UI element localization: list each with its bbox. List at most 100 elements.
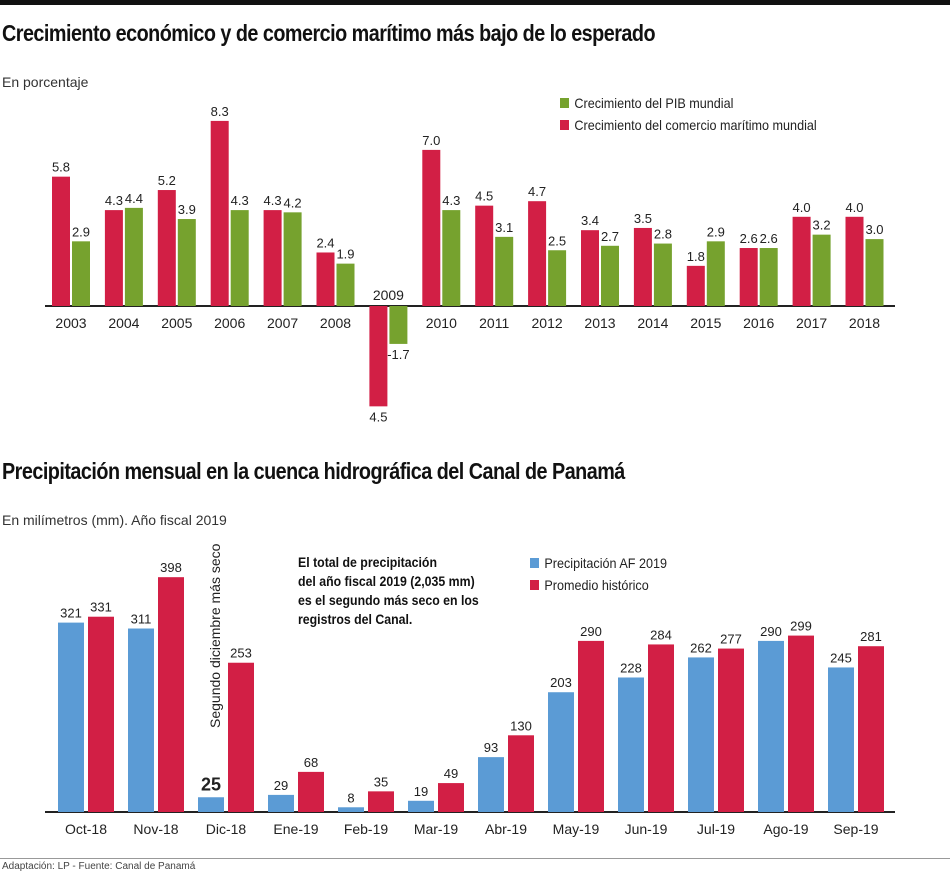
chart1-data-label: 7.0 bbox=[422, 133, 440, 148]
chart1-bar-gdp bbox=[865, 239, 884, 306]
chart1-data-label: 2.5 bbox=[548, 233, 566, 248]
chart2-x-tick: Ene-19 bbox=[273, 821, 318, 837]
chart1-x-tick: 2013 bbox=[584, 315, 615, 331]
chart2-data-label: 290 bbox=[760, 624, 782, 639]
chart1-data-label: 4.7 bbox=[528, 184, 546, 199]
chart1-bar-gdp bbox=[812, 234, 831, 306]
chart1-bar-trade bbox=[633, 227, 652, 306]
chart1-bar-trade bbox=[581, 230, 599, 306]
chart2-note: El total de precipitación del año fiscal… bbox=[298, 553, 479, 629]
chart1-x-tick: 2006 bbox=[214, 315, 245, 331]
chart1-bar-trade bbox=[845, 216, 864, 306]
legend-swatch bbox=[560, 98, 569, 108]
chart2-data-label: 25 bbox=[201, 774, 221, 794]
legend-item-trade: Crecimiento del comercio marítimo mundia… bbox=[560, 114, 817, 136]
chart2-data-label: 68 bbox=[304, 755, 318, 770]
chart1-bar-trade bbox=[422, 149, 441, 306]
chart1-legend: Crecimiento del PIB mundial Crecimiento … bbox=[560, 92, 817, 136]
chart2-data-label: 203 bbox=[550, 675, 572, 690]
note-line: es el segundo más seco en los bbox=[298, 592, 479, 608]
chart1-bar-trade bbox=[316, 252, 335, 306]
footer-source: Adaptación: LP - Fuente: Canal de Panamá bbox=[2, 861, 196, 872]
chart1-data-label: 4.5 bbox=[475, 189, 493, 204]
chart1-bar-gdp bbox=[495, 236, 514, 306]
chart2-x-tick: Mar-19 bbox=[414, 821, 459, 837]
chart1-x-tick: 2003 bbox=[55, 315, 86, 331]
chart1-bar-gdp bbox=[177, 219, 196, 306]
note-line: registros del Canal. bbox=[298, 611, 413, 627]
chart2-bar-precip bbox=[758, 640, 784, 812]
legend-label: Precipitación AF 2019 bbox=[544, 555, 667, 571]
chart2-data-label: 253 bbox=[230, 646, 252, 661]
chart1-data-label: 3.2 bbox=[813, 218, 831, 233]
chart2-x-tick: Jul-19 bbox=[697, 821, 735, 837]
chart1-bar-trade bbox=[369, 306, 388, 407]
chart1-bar-trade bbox=[475, 205, 494, 306]
chart2-bar-average bbox=[648, 644, 674, 812]
chart1-data-label: 2.9 bbox=[72, 224, 90, 239]
chart1-data-label: 4.5 bbox=[369, 409, 387, 424]
chart1-data-label: 8.3 bbox=[211, 104, 229, 119]
note-line: del año fiscal 2019 (2,035 mm) bbox=[298, 573, 475, 589]
chart2-data-label: 321 bbox=[60, 606, 82, 621]
chart1-data-label: 1.8 bbox=[687, 249, 705, 264]
chart1-x-tick: 2018 bbox=[849, 315, 880, 331]
chart1-bar-trade bbox=[739, 248, 758, 306]
chart1-bar-gdp bbox=[759, 248, 778, 306]
chart2-data-label: 290 bbox=[580, 624, 602, 639]
chart2-bar-average bbox=[438, 783, 464, 812]
chart2-x-tick: Nov-18 bbox=[133, 821, 178, 837]
chart2-data-label: 281 bbox=[860, 629, 882, 644]
chart2-legend: Precipitación AF 2019 Promedio histórico bbox=[530, 552, 667, 596]
legend-item-gdp: Crecimiento del PIB mundial bbox=[560, 92, 817, 114]
chart2-data-label: 277 bbox=[720, 632, 742, 647]
chart1-bar-gdp bbox=[601, 245, 619, 306]
legend-swatch bbox=[530, 558, 539, 568]
chart1-data-label: 2.8 bbox=[654, 227, 672, 242]
chart1-bar-gdp bbox=[706, 241, 725, 306]
chart1-data-label: 5.8 bbox=[52, 160, 70, 175]
note-line: El total de precipitación bbox=[298, 554, 437, 570]
legend-label: Crecimiento del comercio marítimo mundia… bbox=[574, 117, 817, 133]
chart1-data-label: 2.4 bbox=[316, 235, 334, 250]
chart2-data-label: 299 bbox=[790, 619, 812, 634]
chart1-bar-gdp bbox=[283, 212, 302, 306]
legend-swatch bbox=[560, 120, 569, 130]
chart1-data-label: 4.2 bbox=[284, 195, 302, 210]
chart1-x-tick: 2016 bbox=[743, 315, 774, 331]
chart2-data-label: 262 bbox=[690, 640, 712, 655]
chart2-data-label: 130 bbox=[510, 718, 532, 733]
chart1-x-tick: 2008 bbox=[320, 315, 351, 331]
chart1-data-label: 4.0 bbox=[793, 200, 811, 215]
chart2-data-label: 19 bbox=[414, 784, 428, 799]
chart2-subtitle: En milímetros (mm). Año fiscal 2019 bbox=[2, 512, 227, 528]
chart1-data-label: 4.3 bbox=[442, 193, 460, 208]
chart2-title: Precipitación mensual en la cuenca hidro… bbox=[2, 458, 625, 484]
chart2-data-label: 49 bbox=[444, 766, 458, 781]
legend-label: Promedio histórico bbox=[544, 577, 649, 593]
chart2-bar-average bbox=[858, 646, 884, 812]
chart1-x-tick: 2007 bbox=[267, 315, 298, 331]
chart2-x-tick: Oct-18 bbox=[65, 821, 107, 837]
chart1-data-label: 3.0 bbox=[865, 222, 883, 237]
chart1-data-label: 3.4 bbox=[581, 213, 599, 228]
legend-swatch bbox=[530, 580, 539, 590]
chart1-title: Crecimiento económico y de comercio marí… bbox=[2, 20, 656, 46]
chart1-bar-trade bbox=[528, 201, 547, 306]
chart2-bar-precip bbox=[828, 667, 854, 812]
chart2-bar-precip bbox=[268, 794, 294, 812]
chart2-x-tick: Feb-19 bbox=[344, 821, 389, 837]
chart1-bar-trade bbox=[104, 210, 123, 306]
chart1-data-label: -1.7 bbox=[387, 347, 409, 362]
chart1-x-tick: 2004 bbox=[108, 315, 139, 331]
chart1-x-tick: 2015 bbox=[690, 315, 721, 331]
top-rule bbox=[0, 0, 950, 5]
legend-item-precip: Precipitación AF 2019 bbox=[530, 552, 667, 574]
chart1-bar-trade bbox=[792, 216, 811, 306]
chart1-data-label: 4.3 bbox=[105, 193, 123, 208]
chart1-data-label: 2.6 bbox=[760, 231, 778, 246]
chart1-data-label: 3.9 bbox=[178, 202, 196, 217]
chart1-data-label: 4.3 bbox=[231, 193, 249, 208]
